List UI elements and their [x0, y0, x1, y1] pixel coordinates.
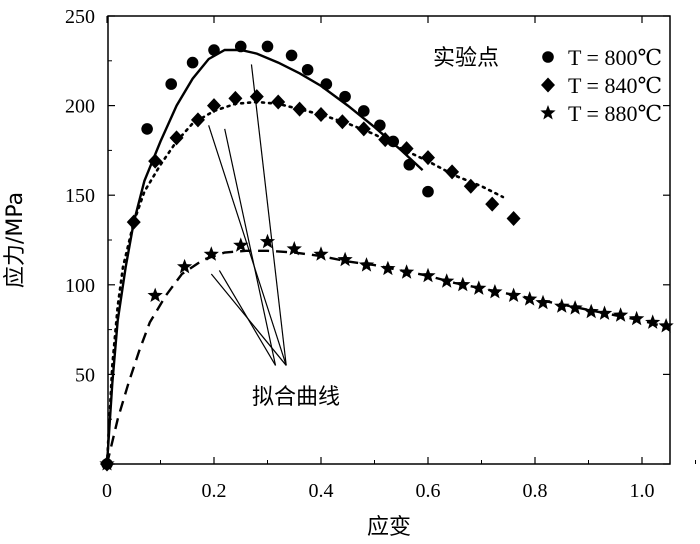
- marker-diamond-9: [292, 101, 307, 117]
- marker-star-3: [203, 246, 219, 261]
- marker-star-1: [147, 287, 163, 302]
- annotation-lines: [208, 64, 287, 366]
- legend-title: 实验点: [433, 46, 499, 71]
- legend-entry-0: T = 800℃: [568, 45, 662, 70]
- y-tick-label: 200: [65, 96, 95, 118]
- marker-star-7: [313, 246, 329, 261]
- marker-diamond-14: [399, 141, 414, 157]
- marker-star-26: [645, 314, 661, 329]
- marker-star-4: [233, 237, 249, 252]
- marker-circle-7: [285, 49, 298, 62]
- marker-star-10: [380, 260, 396, 276]
- marker-diamond-2: [148, 153, 163, 169]
- fit-curve-dashed: [105, 249, 670, 465]
- marker-star-5: [259, 233, 276, 249]
- marker-diamond-5: [207, 98, 221, 114]
- y-tick-label: 50: [75, 364, 95, 386]
- marker-circle-6: [261, 40, 274, 53]
- marker-circle-2: [165, 78, 177, 90]
- marker-diamond-4: [190, 112, 205, 128]
- marker-star-11: [399, 264, 415, 279]
- x-axis-label: 应变: [367, 515, 411, 540]
- marker-diamond-10: [314, 107, 328, 123]
- marker-circle-5: [234, 40, 247, 53]
- marker-star-16: [487, 284, 503, 299]
- marker-circle-8: [301, 63, 314, 76]
- annotation-pointer-b-0: [224, 128, 277, 366]
- marker-star-13: [439, 273, 455, 288]
- x-tick-label: 0.6: [416, 480, 441, 502]
- marker-circle-10: [339, 90, 351, 103]
- marker-circle-9: [320, 78, 333, 90]
- data-markers: [99, 40, 674, 472]
- axis-ticks: 0 0.2 0.4 0.6 0.8 1.0 50 100 150 200 250: [65, 6, 696, 502]
- marker-diamond-8: [271, 94, 286, 110]
- marker-circle-11: [358, 105, 370, 117]
- x-tick-label: 1.0: [630, 480, 655, 502]
- marker-star-8: [337, 251, 353, 267]
- x-tick-label: 0.8: [523, 480, 548, 502]
- annotation-pointer-1: [208, 125, 287, 366]
- marker-diamond-11: [335, 114, 350, 130]
- x-tick-label: 0.2: [202, 480, 227, 502]
- marker-diamond-13: [378, 132, 393, 148]
- marker-star-20: [554, 298, 570, 313]
- marker-star-2: [177, 258, 193, 274]
- marker-star-15: [471, 280, 487, 295]
- marker-star-6: [286, 241, 302, 256]
- annotation-pointer-0: [250, 64, 287, 366]
- marker-star-17: [506, 287, 522, 302]
- marker-diamond-6: [228, 90, 243, 106]
- marker-star-0: [99, 456, 115, 471]
- marker-star-23: [596, 305, 613, 320]
- y-tick-label: 250: [65, 6, 95, 28]
- legend-marker-circle: [542, 51, 554, 63]
- marker-star-18: [522, 291, 538, 306]
- y-tick-label: 100: [65, 275, 95, 297]
- x-tick-label: 0: [102, 480, 112, 502]
- marker-diamond-15: [421, 150, 435, 166]
- marker-circle-4: [208, 44, 220, 56]
- marker-star-12: [420, 267, 436, 283]
- marker-circle-15: [422, 185, 434, 198]
- marker-circle-12: [374, 119, 386, 132]
- marker-star-22: [583, 303, 599, 319]
- fit-curve-dotted: [105, 100, 505, 466]
- marker-diamond-7: [249, 89, 264, 105]
- marker-diamond-1: [126, 214, 141, 230]
- marker-diamond-18: [485, 196, 500, 212]
- annotation-pointer-b-1: [218, 270, 277, 366]
- marker-star-25: [629, 310, 645, 326]
- marker-star-14: [455, 276, 471, 292]
- y-axis-label: 应力/MPa: [3, 192, 28, 288]
- marker-circle-14: [403, 158, 416, 171]
- legend-entry-1: T = 840℃: [568, 73, 662, 98]
- y-tick-label: 150: [65, 185, 95, 207]
- marker-circle-1: [141, 123, 153, 135]
- marker-star-9: [358, 257, 375, 272]
- marker-diamond-19: [506, 210, 521, 226]
- marker-diamond-16: [445, 164, 460, 180]
- annotation-label: 拟合曲线: [252, 385, 340, 410]
- legend-entry-2: T = 880℃: [568, 101, 662, 126]
- marker-circle-3: [186, 56, 199, 69]
- legend: 实验点 T = 800℃ T = 840℃ T = 880℃: [433, 45, 662, 126]
- marker-diamond-12: [356, 121, 371, 137]
- legend-marker-star: [540, 105, 556, 120]
- x-tick-label: 0.4: [309, 480, 334, 502]
- marker-star-24: [613, 307, 629, 322]
- marker-diamond-17: [463, 178, 478, 194]
- legend-marker-diamond: [541, 77, 555, 93]
- marker-diamond-3: [169, 130, 184, 146]
- marker-star-21: [567, 300, 583, 315]
- marker-star-19: [535, 294, 551, 310]
- marker-star-27: [658, 318, 674, 333]
